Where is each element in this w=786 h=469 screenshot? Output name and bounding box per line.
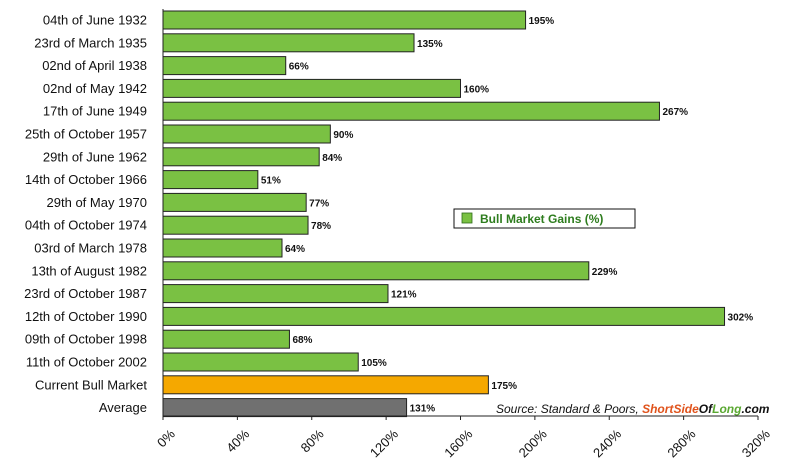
brand-of: Of	[699, 402, 713, 416]
x-tick-label: 80%	[298, 426, 327, 455]
category-label: 29th of May 1970	[47, 195, 147, 210]
data-label: 90%	[333, 130, 353, 141]
source-note: Source: Standard & Poors, ShortSideOfLon…	[496, 402, 770, 416]
data-label: 64%	[285, 244, 305, 255]
value-labels: 195% 135% 66% 160% 267% 90% 84% 51% 77% 78% 64% 229…	[261, 16, 753, 415]
data-label: 302%	[728, 312, 754, 323]
data-label: 229%	[592, 267, 618, 278]
bar	[162, 238, 283, 258]
category-label: 04th of October 1974	[25, 218, 147, 233]
category-label: 23rd of October 1987	[24, 286, 147, 301]
data-label: 135%	[417, 39, 443, 50]
category-label: 11th of October 2002	[26, 355, 147, 370]
category-label: 17th of June 1949	[43, 104, 147, 119]
bar	[162, 78, 461, 98]
data-label: 105%	[361, 358, 387, 369]
category-label: Average	[99, 400, 147, 415]
bar	[162, 284, 389, 304]
bar	[162, 10, 527, 30]
data-label: 195%	[529, 16, 555, 27]
legend-label: Bull Market Gains (%)	[480, 212, 603, 226]
bars	[162, 10, 726, 418]
legend: Bull Market Gains (%)	[453, 208, 636, 229]
brand-side: Side	[673, 402, 699, 416]
data-label: 66%	[289, 62, 309, 73]
x-tick-label: 120%	[367, 426, 401, 460]
bar	[162, 124, 331, 144]
brand-short: Short	[642, 402, 674, 416]
bar	[162, 56, 287, 76]
data-label: 78%	[311, 221, 331, 232]
category-label: 29th of June 1962	[43, 149, 147, 164]
bar	[162, 352, 359, 372]
x-tick-label: 0%	[154, 426, 178, 450]
bar	[162, 33, 415, 53]
x-tick-label: 320%	[739, 426, 773, 460]
category-label: 14th of October 1966	[25, 172, 147, 187]
data-label: 51%	[261, 176, 281, 187]
x-tick-label: 160%	[441, 426, 475, 460]
category-label: 04th of June 1932	[43, 13, 147, 28]
x-tick-label: 240%	[590, 426, 624, 460]
data-label: 131%	[410, 404, 436, 415]
data-label: 175%	[491, 381, 517, 392]
bar	[162, 215, 309, 235]
x-tick-label: 200%	[516, 426, 550, 460]
bar	[162, 261, 590, 281]
category-label: 02nd of April 1938	[42, 58, 147, 73]
bar	[162, 147, 320, 167]
source-prefix: Source: Standard & Poors,	[496, 402, 642, 416]
bar	[162, 101, 660, 121]
bar	[162, 329, 290, 349]
bar	[162, 192, 307, 212]
data-label: 84%	[322, 153, 342, 164]
bar	[162, 306, 726, 326]
data-label: 68%	[292, 335, 312, 346]
brand-long: Long	[712, 402, 742, 416]
data-label: 121%	[391, 290, 417, 301]
data-label: 160%	[464, 84, 490, 95]
category-label: 03rd of March 1978	[34, 241, 147, 256]
legend-swatch	[461, 212, 473, 224]
category-label: 25th of October 1957	[25, 127, 147, 142]
data-label: 267%	[662, 107, 688, 118]
brand-dotcom: .com	[741, 402, 769, 416]
category-label: 23rd of March 1935	[34, 35, 147, 50]
x-tick-label: 280%	[664, 426, 698, 460]
category-label: 09th of October 1998	[25, 332, 147, 347]
category-labels: 04th of June 1932 23rd of March 1935 02nd …	[24, 13, 147, 416]
bar	[162, 170, 259, 190]
data-label: 77%	[309, 198, 329, 209]
bar	[162, 375, 489, 395]
category-label: 13th of August 1982	[31, 263, 147, 278]
category-label: 12th of October 1990	[25, 309, 147, 324]
category-label: 02nd of May 1942	[43, 81, 147, 96]
category-label: Current Bull Market	[35, 377, 147, 392]
x-tick-label: 40%	[223, 426, 252, 455]
legend-box	[453, 208, 636, 229]
bar	[162, 398, 408, 418]
